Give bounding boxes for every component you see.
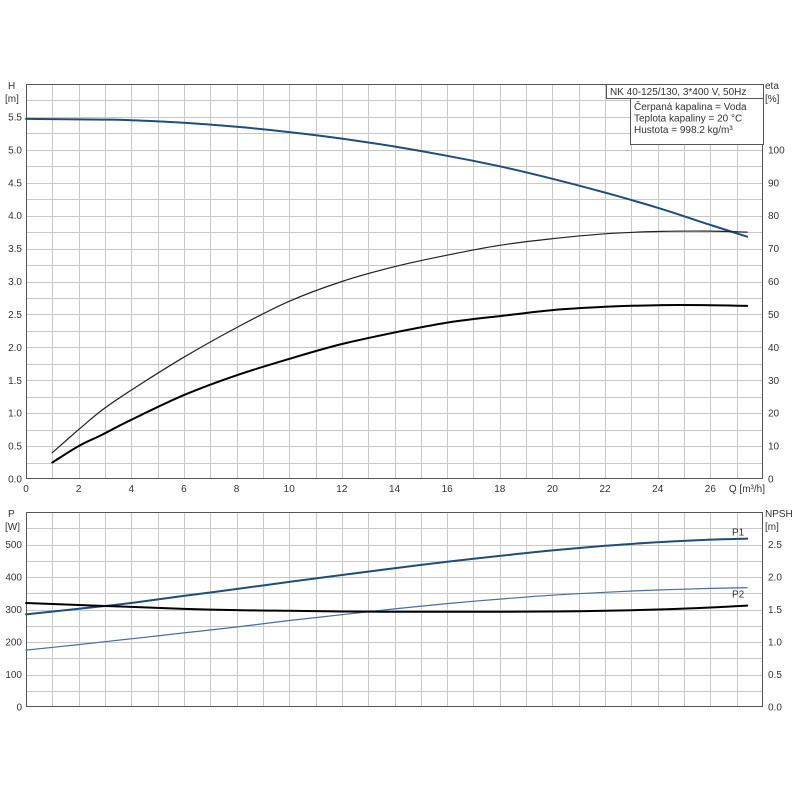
y-tick-label: 0.0	[8, 475, 22, 486]
y-tick-label: 500	[5, 540, 22, 551]
series-line	[51, 304, 749, 464]
x-tick-label: 4	[129, 484, 135, 495]
y-axis-unit: [m]	[5, 94, 19, 105]
y2-tick-label: 0	[768, 475, 774, 486]
y-tick-label: 2.5	[8, 310, 22, 321]
y-tick-label: 5.0	[8, 145, 22, 156]
x-tick-label: 16	[442, 484, 454, 495]
y2-tick-label: 50	[768, 310, 780, 321]
x-tick-label: 12	[336, 484, 348, 495]
y-axis-unit: [W]	[5, 522, 20, 533]
y-tick-label: 0.5	[8, 442, 22, 453]
x-tick-label: 22	[600, 484, 612, 495]
x-tick-label: 20	[547, 484, 559, 495]
x-tick-label: 8	[234, 484, 240, 495]
y2-axis-label: NPSH	[765, 509, 793, 520]
y2-tick-label: 100	[768, 145, 785, 156]
series-line	[25, 117, 749, 238]
y2-tick-label: 0.0	[768, 703, 782, 714]
y-axis-label: P	[8, 509, 15, 520]
y2-tick-label: 10	[768, 442, 780, 453]
plot-frame	[26, 84, 763, 479]
y-tick-label: 100	[5, 670, 22, 681]
annotation-text: Hustota = 998.2 kg/m³	[634, 125, 733, 136]
plot-frame	[26, 512, 763, 707]
series-line	[51, 230, 748, 454]
y-tick-label: 5.5	[8, 112, 22, 123]
chart-title: NK 40-125/130, 3*400 V, 50Hz	[610, 87, 746, 98]
y2-tick-label: 60	[768, 277, 780, 288]
series-label: P1	[732, 528, 745, 539]
y2-tick-label: 70	[768, 244, 780, 255]
series-label: P2	[732, 590, 745, 601]
annotation-text: Teplota kapaliny = 20 °C	[634, 114, 742, 125]
y-tick-label: 400	[5, 573, 22, 584]
x-axis-label: Q [m³/h]	[729, 484, 765, 495]
y2-tick-label: 0.5	[768, 670, 782, 681]
y-tick-label: 2.0	[8, 343, 22, 354]
y2-axis-unit: [m]	[765, 522, 779, 533]
series-line	[25, 537, 749, 616]
series-line	[25, 587, 748, 651]
y2-tick-label: 30	[768, 376, 780, 387]
y2-axis-unit: [%]	[765, 94, 780, 105]
y-tick-label: 3.5	[8, 244, 22, 255]
x-tick-label: 6	[181, 484, 187, 495]
y2-tick-label: 90	[768, 178, 780, 189]
y-axis-label: H	[8, 81, 15, 92]
y2-tick-label: 80	[768, 211, 780, 222]
x-tick-label: 0	[23, 484, 29, 495]
annotation-box	[630, 98, 764, 145]
x-tick-label: 2	[76, 484, 82, 495]
y-tick-label: 200	[5, 638, 22, 649]
y-tick-label: 1.5	[8, 376, 22, 387]
y-tick-label: 4.5	[8, 178, 22, 189]
y-tick-label: 3.0	[8, 277, 22, 288]
y-tick-label: 1.0	[8, 409, 22, 420]
x-tick-label: 24	[652, 484, 664, 495]
y2-tick-label: 2.5	[768, 540, 782, 551]
y-tick-label: 4.0	[8, 211, 22, 222]
y-tick-label: 0	[16, 703, 22, 714]
x-tick-label: 14	[389, 484, 401, 495]
y2-tick-label: 1.0	[768, 638, 782, 649]
y2-tick-label: 40	[768, 343, 780, 354]
y2-tick-label: 1.5	[768, 605, 782, 616]
y2-tick-label: 20	[768, 409, 780, 420]
y2-axis-label: eta	[765, 81, 779, 92]
x-tick-label: 10	[284, 484, 296, 495]
series-line	[25, 602, 749, 613]
x-tick-label: 18	[494, 484, 506, 495]
x-tick-label: 26	[705, 484, 717, 495]
annotation-text: Čerpaná kapalina = Voda	[634, 100, 747, 113]
y2-tick-label: 2.0	[768, 573, 782, 584]
y-tick-label: 300	[5, 605, 22, 616]
